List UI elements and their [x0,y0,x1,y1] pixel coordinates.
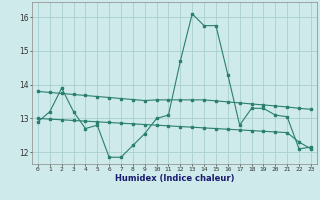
X-axis label: Humidex (Indice chaleur): Humidex (Indice chaleur) [115,174,234,183]
